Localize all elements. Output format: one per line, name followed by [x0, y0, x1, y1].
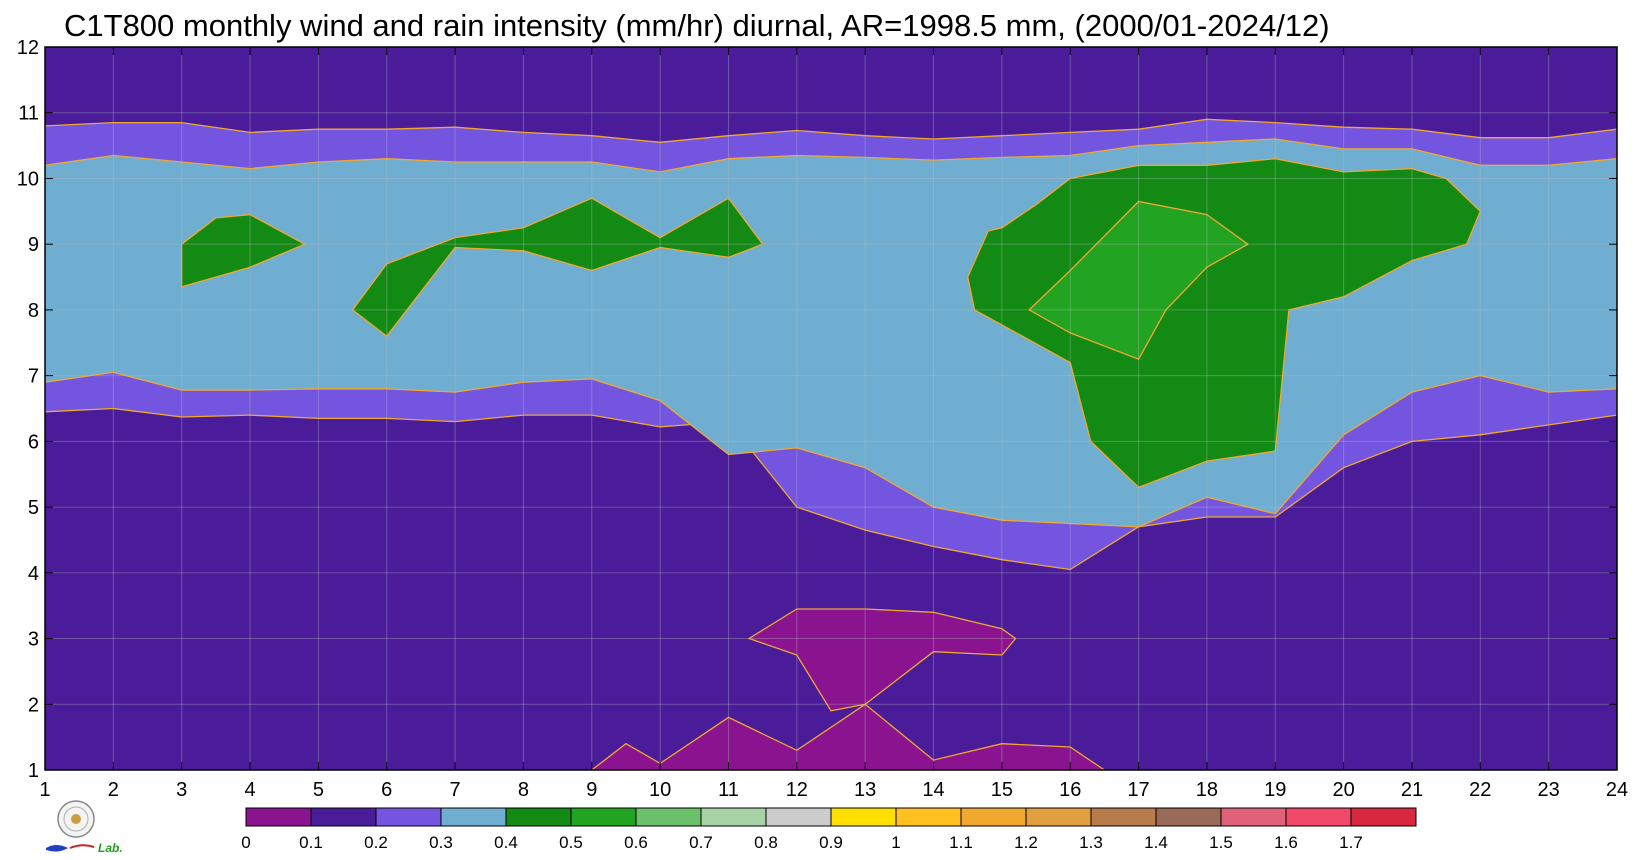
- x-tick-label: 11: [718, 779, 739, 801]
- y-tick-label: 10: [17, 168, 39, 190]
- colorbar-tick-label: 1: [891, 833, 900, 852]
- colorbar-tick-label: 0.3: [429, 833, 453, 852]
- colorbar-swatch: [700, 807, 767, 827]
- x-tick-label: 18: [1196, 779, 1218, 801]
- colorbar-tick-label: 1.7: [1339, 833, 1363, 852]
- x-tick-label: 19: [1264, 779, 1286, 801]
- colorbar-swatch: [440, 807, 507, 827]
- colorbar-tick-label: 1.5: [1209, 833, 1233, 852]
- x-tick-label: 3: [176, 779, 187, 801]
- colorbar-tick-label: 1.2: [1014, 833, 1038, 852]
- x-tick-label: 9: [586, 779, 597, 801]
- colorbar-tick-label: 0.6: [624, 833, 648, 852]
- x-tick-label: 1: [39, 779, 50, 801]
- x-tick-label: 21: [1401, 779, 1423, 801]
- colorbar-swatch: [1350, 807, 1417, 827]
- contour-regions: [45, 47, 1617, 770]
- colorbar-swatch: [1220, 807, 1287, 827]
- contour-region-0_1-8: [747, 608, 1017, 712]
- colorbar-tick-label: 1.1: [949, 833, 973, 852]
- lab-logo: Lab.: [46, 800, 123, 855]
- colorbar-swatch: [1025, 807, 1092, 827]
- plot-frame: [44, 46, 1618, 771]
- colorbar-tick-label: 1.4: [1144, 833, 1168, 852]
- y-tick-label: 8: [28, 300, 39, 322]
- x-tick-label: 16: [1059, 779, 1081, 801]
- x-tick-label: 17: [1127, 779, 1149, 801]
- x-tick-label: 15: [991, 779, 1013, 801]
- colorbar-tick-label: 0.1: [299, 833, 323, 852]
- x-tick-label: 8: [518, 779, 529, 801]
- colorbar-tick-label: 0: [241, 833, 250, 852]
- colorbar-swatch: [635, 807, 702, 827]
- y-tick-label: 3: [28, 629, 39, 651]
- colorbar-tick-label: 0.9: [819, 833, 843, 852]
- colorbar-swatch: [245, 807, 312, 827]
- colorbar-swatch: [570, 807, 637, 827]
- x-tick-label: 2: [108, 779, 119, 801]
- colorbar-swatch: [1155, 807, 1222, 827]
- colorbar-swatch: [1285, 807, 1352, 827]
- colorbar-swatch: [765, 807, 832, 827]
- x-tick-label: 12: [786, 779, 808, 801]
- colorbar-swatch: [375, 807, 442, 827]
- x-axis-ticks: 1 2 3 4 5 6 7 8 9 10 11 12 13 14 15 16 17 18 19 20 21 22 23 24: [39, 47, 1628, 801]
- colorbar-swatch: [960, 807, 1027, 827]
- contour-region-0_5-3: [967, 158, 1482, 489]
- x-tick-label: 5: [313, 779, 324, 801]
- y-tick-label: 12: [17, 37, 39, 59]
- y-tick-label: 6: [28, 431, 39, 453]
- contour-region-0_5-4: [181, 213, 307, 288]
- colorbar-swatch: [1090, 807, 1157, 827]
- colorbar-tick-label: 0.7: [689, 833, 713, 852]
- x-tick-label: 14: [922, 779, 944, 801]
- colorbar-swatch: [830, 807, 897, 827]
- y-tick-label: 5: [28, 497, 39, 519]
- y-tick-label: 7: [28, 366, 39, 388]
- colorbar: 0 0.1 0.2 0.3 0.4 0.5 0.6 0.7 0.8 0.9 1 1.1 1.2 1.3 1.…: [241, 807, 1417, 852]
- chart-title: C1T800 monthly wind and rain intensity (…: [64, 8, 1330, 43]
- colorbar-swatch: [310, 807, 377, 827]
- svg-text:Lab.: Lab.: [98, 841, 123, 855]
- colorbar-swatch: [895, 807, 962, 827]
- contour-region-0_6-6: [1028, 200, 1250, 361]
- x-tick-label: 22: [1469, 779, 1491, 801]
- contour-region-0_5-5: [351, 197, 764, 338]
- x-tick-label: 20: [1332, 779, 1354, 801]
- y-tick-label: 4: [28, 563, 39, 585]
- x-tick-label: 24: [1606, 779, 1628, 801]
- colorbar-tick-label: 0.4: [494, 833, 518, 852]
- y-tick-label: 1: [28, 760, 39, 782]
- x-tick-label: 6: [381, 779, 392, 801]
- colorbar-tick-label: 1.3: [1079, 833, 1103, 852]
- x-tick-label: 13: [854, 779, 876, 801]
- y-tick-label: 2: [28, 694, 39, 716]
- x-tick-label: 7: [450, 779, 461, 801]
- colorbar-tick-label: 0.8: [754, 833, 778, 852]
- x-tick-label: 23: [1538, 779, 1560, 801]
- y-tick-label: 9: [28, 234, 39, 256]
- y-tick-label: 11: [18, 103, 39, 125]
- colorbar-swatch: [505, 807, 572, 827]
- colorbar-tick-label: 1.6: [1274, 833, 1298, 852]
- x-tick-label: 10: [649, 779, 671, 801]
- colorbar-tick-label: 0.2: [364, 833, 388, 852]
- colorbar-tick-label: 0.5: [559, 833, 583, 852]
- x-tick-label: 4: [244, 779, 255, 801]
